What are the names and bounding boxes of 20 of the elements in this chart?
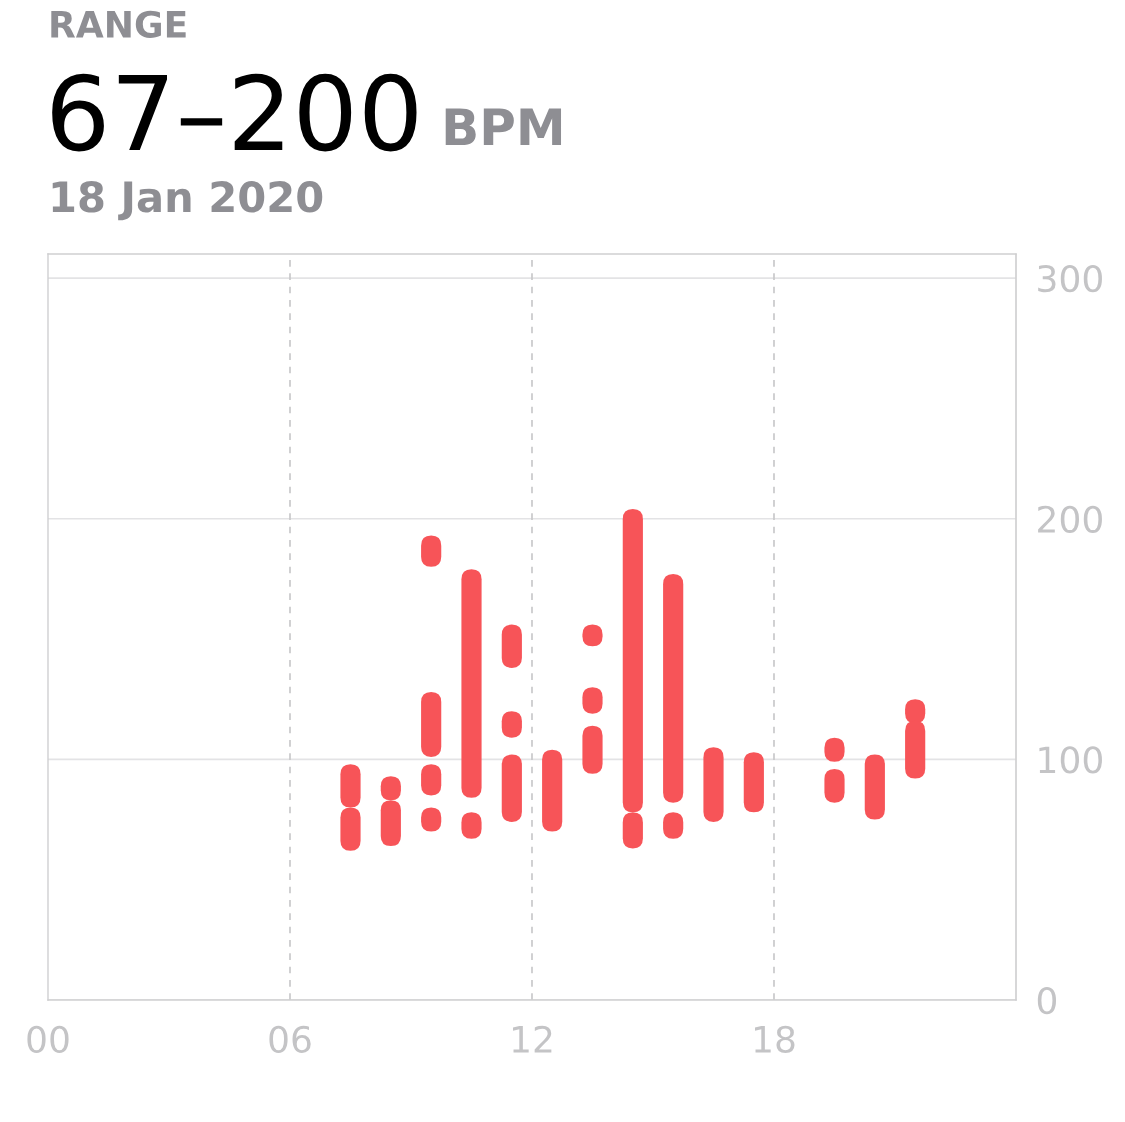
bar [421,691,442,757]
chart-title: RANGE [51,10,186,38]
text: BPM [445,108,562,145]
bar [461,569,482,798]
x-tick-label: 12 [512,1025,552,1053]
y-tick-label: 100 [1039,746,1102,774]
y-tick-label: 200 [1038,505,1102,533]
text: 67–200 [52,73,417,152]
x-tick-label: 18 [754,1025,795,1053]
bar [663,574,684,803]
bar [501,754,522,822]
bar [864,754,885,820]
y-tick-label: 0 [1037,986,1057,1015]
chart-subtitle: 18 Jan 2020 [52,181,323,221]
y-tick-label: 300 [1038,264,1102,293]
bar [542,749,563,832]
bar [703,747,724,822]
bar [743,752,764,813]
x-tick-label: 00 [27,1025,69,1053]
x-tick-label: 06 [269,1025,311,1053]
